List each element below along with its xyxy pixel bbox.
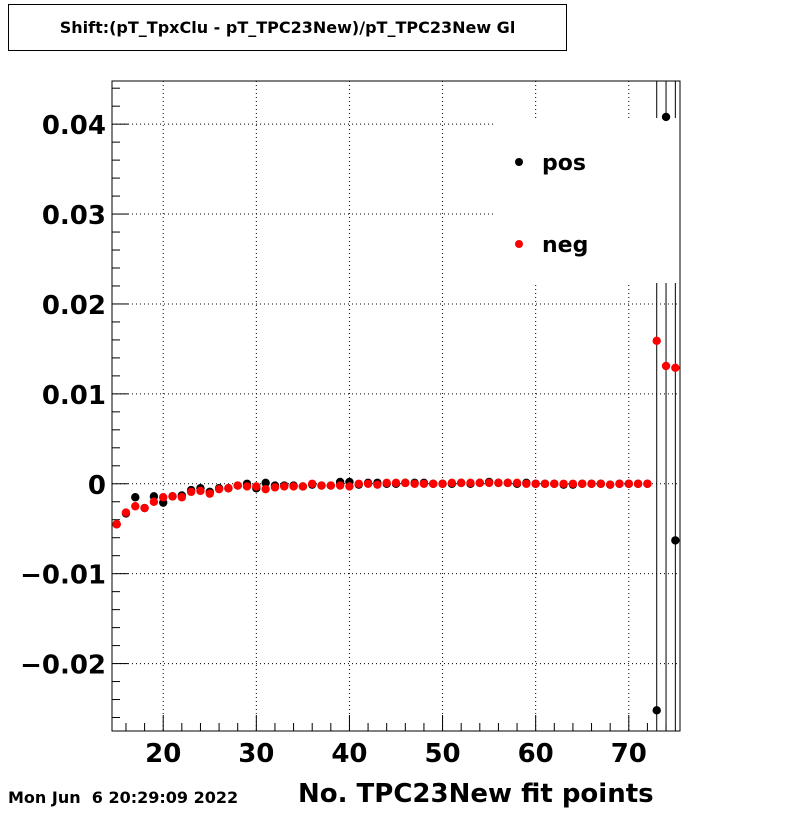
point-neg (131, 502, 140, 511)
point-neg (643, 479, 652, 488)
point-neg (522, 479, 531, 488)
point-neg (214, 484, 224, 494)
chart-title: Shift:(pT_TpxClu - pT_TPC23New)/pT_TPC23… (59, 18, 516, 37)
legend-marker-neg (515, 240, 523, 248)
point-neg (196, 486, 205, 496)
point-neg (466, 478, 475, 488)
y-tick-label: 0 (88, 471, 106, 501)
point-neg (252, 482, 261, 491)
legend-label-neg: neg (542, 233, 588, 258)
point-neg (373, 480, 382, 489)
point-neg (140, 503, 149, 513)
point-neg (242, 482, 252, 491)
tick-labels: 20 30 40 50 60 70 0.04 0.03 0.02 0.01 0 −0.01 −0.02 (20, 111, 647, 769)
point-neg (633, 479, 643, 488)
point-neg (345, 482, 354, 491)
point-neg (615, 479, 624, 488)
footer-date: Mon Jun 6 20:29:09 2022 (8, 788, 239, 807)
point-neg (159, 493, 168, 502)
point-neg (494, 478, 503, 488)
point-neg (326, 481, 336, 490)
plot-frame (111, 80, 681, 732)
point-neg (484, 478, 494, 488)
point-neg (280, 482, 289, 491)
point-neg (661, 361, 671, 371)
point-neg (531, 479, 540, 488)
point-neg (112, 520, 121, 529)
point-neg (605, 480, 615, 489)
point-neg (298, 482, 308, 491)
point-neg (121, 508, 131, 517)
point-neg (438, 479, 447, 488)
axis-ticks (112, 87, 667, 731)
point-neg (270, 483, 280, 492)
x-tick-label: 70 (611, 739, 647, 769)
x-tick-label: 20 (145, 739, 181, 769)
y-tick-label: 0.02 (42, 291, 106, 321)
point-neg (410, 479, 419, 488)
point-neg (382, 478, 391, 488)
point-neg (149, 497, 159, 506)
point-neg (568, 479, 578, 488)
data-points (112, 112, 680, 715)
point-neg (596, 479, 606, 488)
point-neg (559, 479, 568, 488)
y-tick-label: −0.01 (20, 561, 106, 591)
point-neg (335, 481, 345, 490)
legend-marker-pos (515, 158, 523, 166)
point-neg (419, 479, 429, 488)
point-pos (671, 536, 680, 545)
point-neg (186, 487, 196, 497)
y-tick-label: 0.04 (42, 111, 106, 141)
x-tick-label: 50 (424, 739, 460, 769)
x-tick-label: 40 (331, 739, 367, 769)
point-neg (429, 479, 438, 488)
x-tick-label: 60 (518, 739, 554, 769)
point-neg (456, 478, 466, 488)
point-neg (224, 484, 233, 493)
axes-frame (111, 80, 681, 732)
point-pos (131, 493, 140, 502)
point-neg (587, 479, 596, 488)
point-neg (624, 479, 633, 488)
point-pos (661, 112, 671, 122)
point-neg (354, 479, 363, 488)
point-neg (512, 478, 522, 488)
point-neg (550, 479, 559, 488)
point-neg (177, 493, 187, 502)
point-neg (578, 479, 587, 488)
point-neg (289, 482, 298, 491)
point-neg (503, 478, 512, 488)
legend-box (496, 118, 679, 283)
x-axis-label: No. TPC23New fit points (298, 779, 654, 809)
point-neg (652, 336, 661, 346)
point-neg (168, 492, 177, 501)
x-tick-label: 30 (238, 739, 274, 769)
y-tick-label: 0.01 (42, 381, 106, 411)
point-neg (205, 489, 214, 498)
chart-title-box: Shift:(pT_TpxClu - pT_TPC23New)/pT_TPC23… (8, 4, 567, 51)
point-neg (401, 478, 410, 488)
point-neg (671, 363, 680, 372)
legend: pos neg (496, 118, 679, 283)
point-neg (475, 478, 485, 488)
point-pos (652, 706, 661, 715)
y-tick-label: 0.03 (42, 201, 106, 231)
point-neg (233, 481, 242, 490)
legend-label-pos: pos (542, 151, 586, 176)
point-pos (261, 478, 270, 488)
point-neg (261, 484, 270, 494)
point-neg (447, 478, 457, 488)
point-neg (540, 479, 550, 488)
point-neg (391, 478, 401, 488)
point-neg (317, 481, 326, 490)
y-tick-label: −0.02 (20, 651, 106, 681)
point-neg (307, 479, 317, 488)
point-neg (363, 479, 373, 488)
